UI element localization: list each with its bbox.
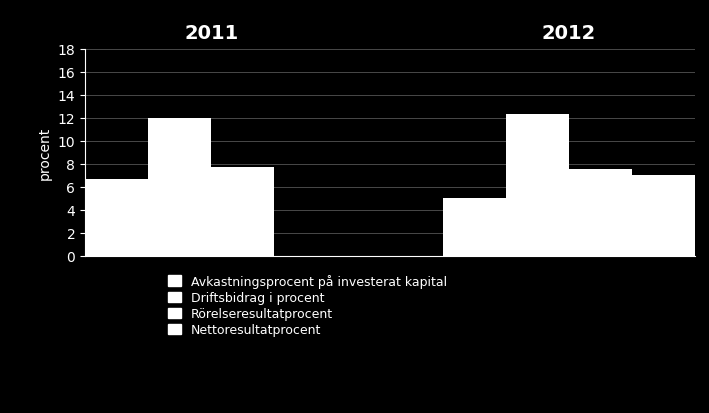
Bar <box>442 199 506 256</box>
Bar <box>506 115 569 256</box>
Bar <box>85 179 148 256</box>
Text: 2011: 2011 <box>184 24 238 43</box>
Bar <box>632 176 695 256</box>
Text: 2012: 2012 <box>542 24 596 43</box>
Legend: Avkastningsprocent på investerat kapital, Driftsbidrag i procent, Rörelseresulta: Avkastningsprocent på investerat kapital… <box>164 271 451 340</box>
Bar <box>211 168 274 256</box>
Bar <box>569 170 632 256</box>
Y-axis label: procent: procent <box>38 126 52 179</box>
Bar <box>148 119 211 256</box>
